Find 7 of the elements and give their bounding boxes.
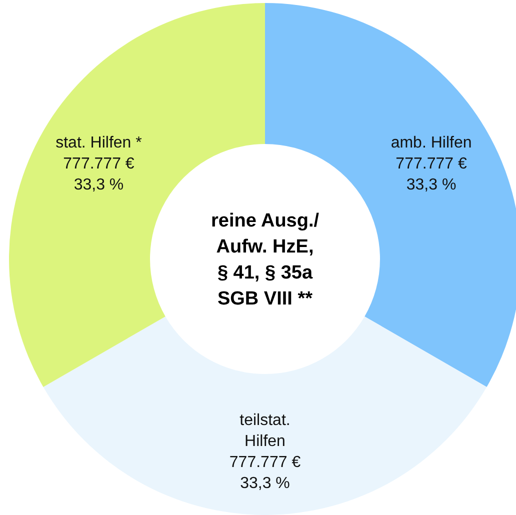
slice-label: amb. Hilfen: [390, 134, 472, 152]
slice-label: teilstat. Hilfen: [240, 412, 290, 450]
data-label: 777.777 € 33,3 %: [229, 454, 301, 492]
data-label: 777.777 € 33,3 %: [63, 156, 134, 194]
text: reine Ausg./ Aufw. HzE, § 41, § 35a SGB VIII **: [210, 210, 320, 310]
data-label: 777.777 € 33,3 %: [396, 156, 467, 194]
slice-label: stat. Hilfen *: [56, 134, 142, 152]
